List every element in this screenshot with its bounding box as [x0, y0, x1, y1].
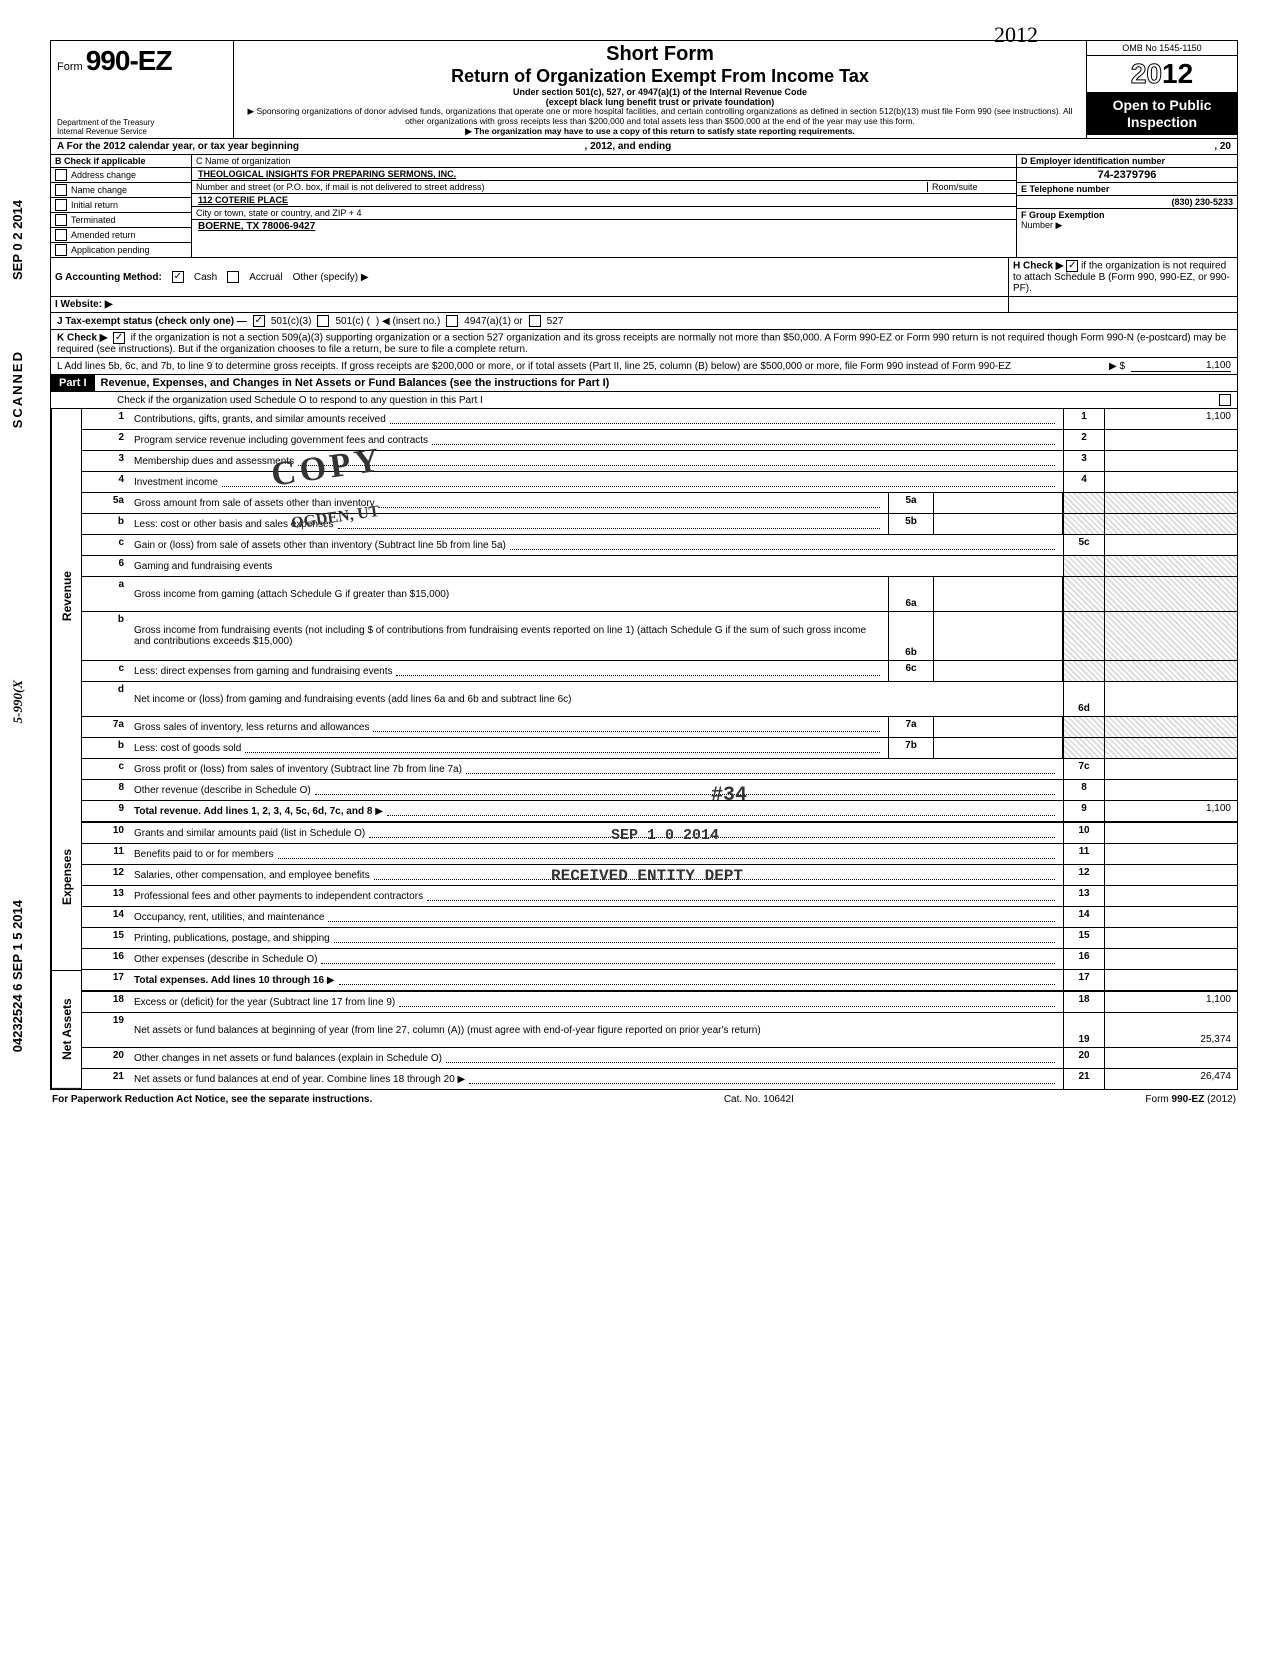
- text-section-l: L Add lines 5b, 6c, and 7b, to line 9 to…: [57, 361, 1103, 372]
- label-street: Number and street (or P.O. box, if mail …: [196, 182, 927, 192]
- subtitle-code: Under section 501(c), 527, or 4947(a)(1)…: [238, 87, 1082, 97]
- footer-cat-no: Cat. No. 10642I: [724, 1094, 794, 1105]
- part-1-title: Revenue, Expenses, and Changes in Net As…: [95, 375, 1237, 391]
- label-phone: E Telephone number: [1021, 184, 1109, 194]
- chk-schedule-b[interactable]: ✓: [1066, 260, 1078, 272]
- text-section-k: if the organization is not a section 509…: [57, 333, 1226, 355]
- line-9-total-revenue: 1,100: [1104, 801, 1237, 821]
- note-sponsoring: ▶ Sponsoring organizations of donor advi…: [238, 107, 1082, 127]
- line-19-value: 25,374: [1104, 1013, 1237, 1047]
- form-label: Form: [57, 61, 83, 73]
- form-number: 990-EZ: [86, 45, 172, 76]
- lines-table: 1Contributions, gifts, grants, and simil…: [82, 409, 1237, 1089]
- chk-501c[interactable]: [317, 315, 329, 327]
- chk-name-change[interactable]: [55, 184, 67, 196]
- line-21-value: 26,474: [1104, 1069, 1237, 1089]
- line-18-value: 1,100: [1104, 992, 1237, 1012]
- chk-cash[interactable]: ✓: [172, 271, 184, 283]
- side-revenue: Revenue: [51, 409, 82, 783]
- label-ein: D Employer identification number: [1021, 156, 1165, 166]
- chk-initial-return[interactable]: [55, 199, 67, 211]
- label-room: Room/suite: [927, 182, 1012, 192]
- gross-receipts: 1,100: [1131, 360, 1231, 372]
- margin-scribble: 5-990(X: [10, 680, 26, 723]
- section-b-checkboxes: B Check if applicable Address change Nam…: [51, 155, 192, 257]
- margin-date-1: SEP 0 2 2014: [10, 200, 25, 280]
- label-group-exemption: F Group Exemption: [1021, 210, 1105, 220]
- chk-pending[interactable]: [55, 244, 67, 256]
- chk-501c3[interactable]: ✓: [253, 315, 265, 327]
- label-org-name: C Name of organization: [192, 155, 1016, 168]
- chk-address-change[interactable]: [55, 169, 67, 181]
- city-state-zip: BOERNE, TX 78006-9427: [192, 220, 1016, 233]
- section-a-tax-year: A For the 2012 calendar year, or tax yea…: [51, 139, 1237, 155]
- chk-accrual[interactable]: [227, 271, 239, 283]
- note-state: ▶ The organization may have to use a cop…: [238, 127, 1082, 137]
- chk-schedule-o[interactable]: [1219, 394, 1231, 406]
- chk-amended[interactable]: [55, 229, 67, 241]
- line-1-value: 1,100: [1104, 409, 1237, 429]
- phone-value: (830) 230-5233: [1017, 196, 1237, 209]
- footer-form: Form 990-EZ (2012): [1145, 1094, 1236, 1105]
- chk-section-k[interactable]: ✓: [113, 332, 125, 344]
- form-990ez: Form 990-EZ Department of the Treasury I…: [50, 40, 1238, 1090]
- chk-terminated[interactable]: [55, 214, 67, 226]
- title-short-form: Short Form: [238, 43, 1082, 66]
- chk-527[interactable]: [529, 315, 541, 327]
- footer-paperwork: For Paperwork Reduction Act Notice, see …: [52, 1094, 372, 1105]
- label-website: I Website: ▶: [55, 299, 113, 310]
- part-1-check-text: Check if the organization used Schedule …: [117, 395, 483, 406]
- open-to-public: Open to Public Inspection: [1087, 93, 1237, 135]
- omb-number: OMB No 1545-1150: [1087, 41, 1237, 56]
- ein-value: 74-2379796: [1017, 168, 1237, 183]
- part-1-label: Part I: [51, 375, 95, 391]
- margin-scanned: SCANNED: [10, 350, 25, 428]
- label-city: City or town, state or country, and ZIP …: [192, 207, 1016, 220]
- tax-year: 2012: [1087, 56, 1237, 93]
- side-net-assets: Net Assets: [51, 971, 82, 1089]
- margin-dln: 04232524 6 SEP 1 5 2014: [10, 900, 25, 1052]
- street-address: 112 COTERIE PLACE: [192, 194, 1016, 207]
- org-name: THEOLOGICAL INSIGHTS FOR PREPARING SERMO…: [192, 168, 1016, 181]
- side-expenses: Expenses: [51, 783, 82, 971]
- label-tax-status: J Tax-exempt status (check only one) —: [57, 316, 247, 327]
- title-return: Return of Organization Exempt From Incom…: [238, 66, 1082, 87]
- chk-4947[interactable]: [446, 315, 458, 327]
- dept-irs: Internal Revenue Service: [57, 128, 154, 137]
- label-accounting: G Accounting Method:: [55, 272, 162, 283]
